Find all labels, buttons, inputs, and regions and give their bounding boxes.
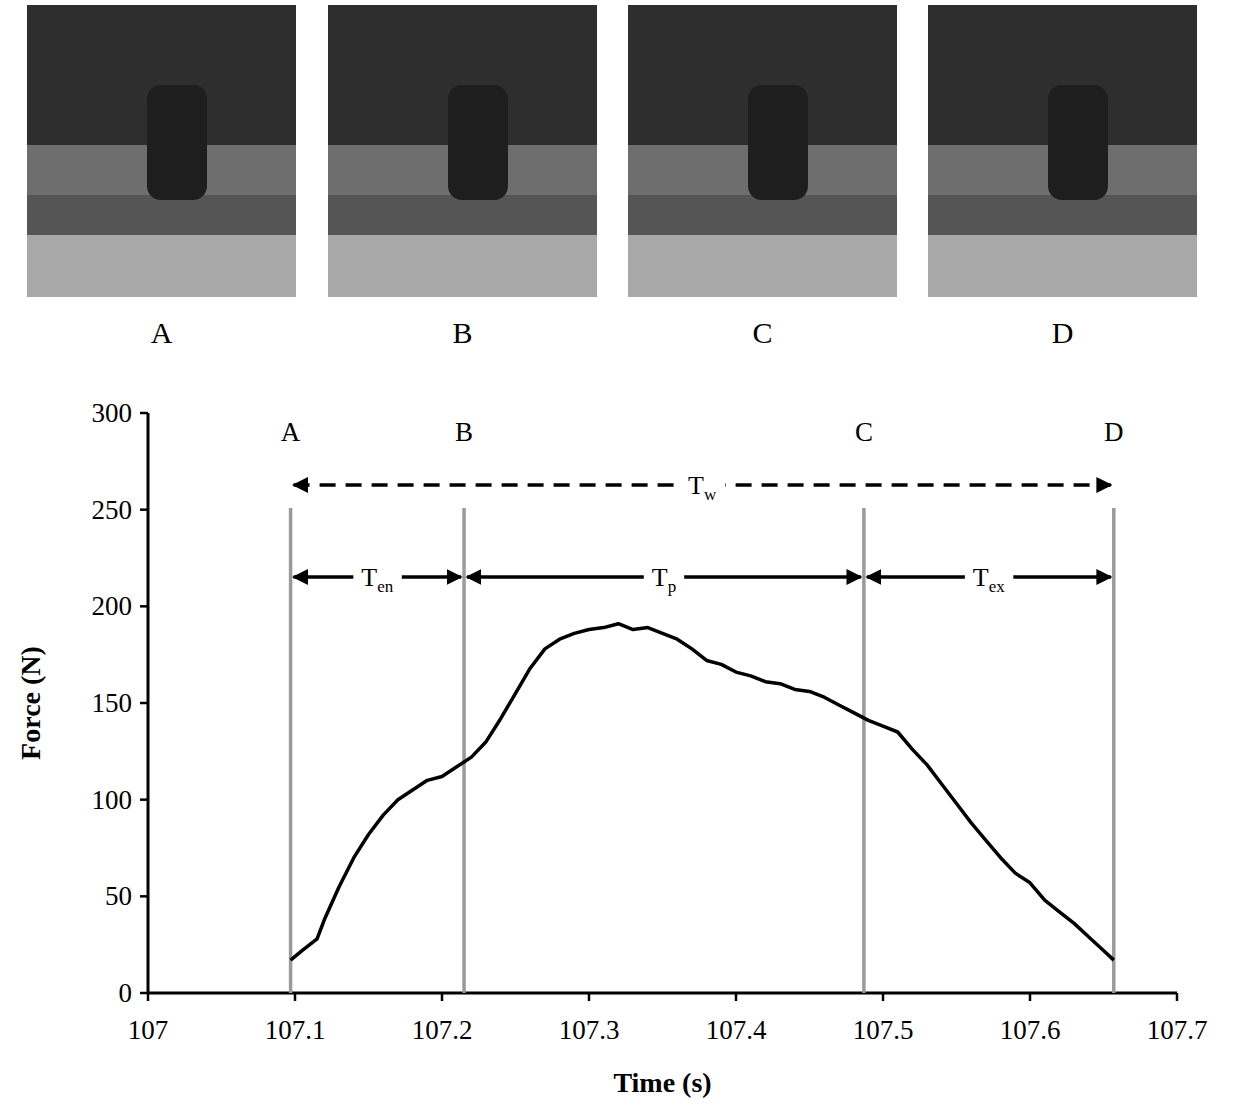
x-tick-label: 107.5 [853, 1015, 914, 1045]
photo-panel: B [328, 5, 597, 349]
phase-label: B [455, 417, 473, 447]
x-tick-label: 107.2 [412, 1015, 473, 1045]
x-axis-line [148, 992, 1177, 995]
photo-background [27, 5, 296, 297]
label-background [680, 469, 725, 506]
interval-annotations: TwTenTpTex [294, 469, 1111, 598]
x-tick [1176, 993, 1179, 1001]
interval-label-subscript: ex [989, 577, 1006, 596]
y-tick-label: 300 [92, 398, 133, 428]
interval-label-main: T [688, 471, 704, 500]
interval-label: Tw [688, 471, 717, 504]
photo-panel: A [27, 5, 296, 349]
photo-paddler [448, 85, 508, 200]
y-tick-label: 50 [105, 881, 132, 911]
y-tick [140, 798, 148, 801]
phase-line [289, 508, 293, 993]
x-tick [588, 993, 591, 1001]
phase-line [462, 508, 466, 993]
phase-label: D [1104, 417, 1124, 447]
data-group [291, 624, 1114, 960]
y-tick-label: 250 [92, 495, 133, 525]
photo-boat [328, 195, 597, 235]
interval-label: Tex [973, 563, 1005, 596]
x-tick [441, 993, 444, 1001]
photo-label: C [752, 316, 772, 349]
phase-markers: A B C D [281, 417, 1124, 993]
interval-label-main: T [973, 563, 989, 592]
photo-background [628, 5, 897, 297]
y-tick [140, 895, 148, 898]
photo-panel: D [928, 5, 1197, 349]
photo-paddler [1048, 85, 1108, 200]
photo-boat [27, 195, 296, 235]
x-tick-label: 107.4 [706, 1015, 767, 1045]
photo-paddler [147, 85, 207, 200]
photo-boat [928, 195, 1197, 235]
x-tick-label: 107.7 [1147, 1015, 1208, 1045]
photo-paddler [748, 85, 808, 200]
figure: A B C D 0 50 100 150 200 250 300 107 107.1 107.2 107.3… [0, 0, 1234, 1110]
photo-boat [628, 195, 897, 235]
photo-panel: C [628, 5, 897, 349]
x-tick [147, 993, 150, 1001]
phase-line [862, 508, 866, 993]
y-tick [140, 508, 148, 511]
label-background [353, 561, 401, 598]
x-tick [735, 993, 738, 1001]
y-tick [140, 702, 148, 705]
x-tick [1029, 993, 1032, 1001]
photo-background [328, 5, 597, 297]
y-axis-title: Force (N) [15, 646, 46, 760]
y-tick [140, 412, 148, 415]
phase-label: C [855, 417, 873, 447]
x-tick-label: 107 [128, 1015, 169, 1045]
force-line [291, 624, 1114, 960]
label-background [644, 561, 684, 598]
phase-line [1112, 508, 1116, 993]
x-tick-label: 107.3 [559, 1015, 620, 1045]
y-tick [140, 605, 148, 608]
y-tick-label: 100 [92, 785, 133, 815]
interval-label-main: T [361, 563, 377, 592]
x-axis-title: Time (s) [613, 1067, 711, 1098]
interval-label-subscript: p [668, 577, 677, 596]
x-tick-label: 107.6 [1000, 1015, 1061, 1045]
x-tick [294, 993, 297, 1001]
interval-label-subscript: w [704, 485, 717, 504]
y-tick-label: 0 [119, 978, 133, 1008]
interval-label-main: T [652, 563, 668, 592]
y-tick-label: 150 [92, 688, 133, 718]
x-tick [882, 993, 885, 1001]
axes: 0 50 100 150 200 250 300 107 107.1 107.2 107.3 107.… [15, 398, 1207, 1098]
photo-label: B [452, 316, 472, 349]
interval-label: Ten [361, 563, 393, 596]
label-background [965, 561, 1013, 598]
photo-background [928, 5, 1197, 297]
photo-label: D [1052, 316, 1074, 349]
photo-label: A [151, 316, 173, 349]
interval-label-subscript: en [377, 577, 394, 596]
phase-label: A [281, 417, 301, 447]
y-tick-label: 200 [92, 591, 133, 621]
x-tick-label: 107.1 [265, 1015, 326, 1045]
interval-label: Tp [652, 563, 676, 596]
